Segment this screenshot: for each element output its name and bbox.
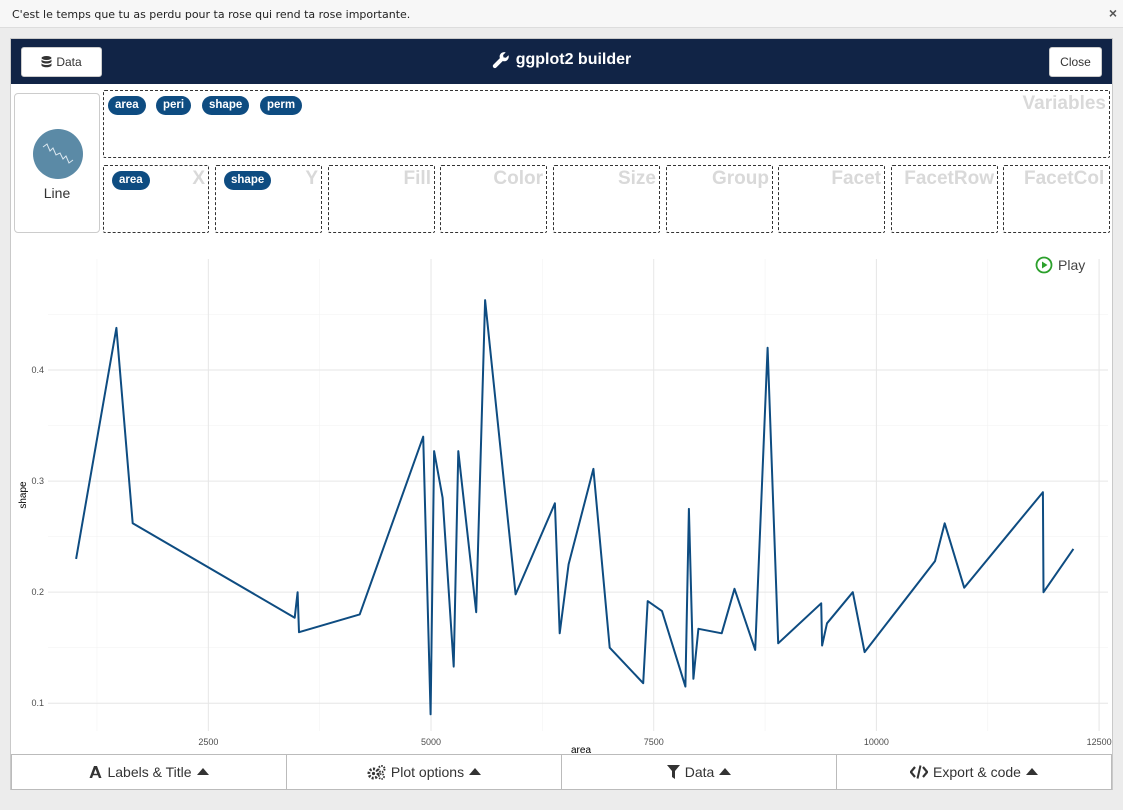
caret-up-icon [196, 768, 209, 775]
dropzone-facetcol-label: FacetCol [1024, 168, 1105, 189]
line-chart-icon [33, 129, 83, 179]
x-tick-label: 10000 [864, 737, 889, 747]
dropzone-color[interactable]: Color [440, 165, 547, 233]
line-chart: 2500 5000 7500 10000 12500 0.1 0.2 0.3 0.4 area sh… [18, 259, 1112, 753]
y-badge-shape[interactable]: shape [224, 171, 272, 190]
x-tick-label: 2500 [198, 737, 218, 747]
x-axis-title: area [571, 745, 591, 753]
geom-selector[interactable]: Line [14, 93, 100, 233]
dropzone-facet[interactable]: Facet [778, 165, 885, 233]
dropzone-facet-label: Facet [831, 168, 881, 189]
x-badge-area[interactable]: area [112, 171, 150, 190]
variables-dropzone[interactable]: Variables area peri shape perm [103, 90, 1110, 158]
variable-badge-shape[interactable]: shape [202, 96, 250, 115]
plot-options-label: Plot options [390, 764, 465, 780]
notification-text: C'est le temps que tu as perdu pour ta r… [12, 8, 411, 21]
code-icon [910, 765, 929, 779]
play-label: Play [1058, 257, 1086, 273]
data-button[interactable]: Data [21, 47, 102, 77]
dropzone-fill-label: Fill [403, 168, 431, 189]
wrench-icon [492, 52, 509, 69]
close-button[interactable]: Close [1049, 47, 1102, 77]
variable-badge-perm[interactable]: perm [260, 96, 303, 115]
dropzone-group-label: Group [712, 168, 769, 189]
play-icon [1035, 256, 1053, 274]
dropzone-x[interactable]: X area [103, 165, 209, 233]
labels-title-label: Labels & Title [107, 764, 192, 780]
x-tick-label: 7500 [644, 737, 664, 747]
export-code-button[interactable]: Export & code [837, 754, 1112, 790]
dropzone-size-label: Size [617, 168, 656, 189]
caret-up-icon [1025, 768, 1038, 775]
font-icon [89, 766, 102, 778]
variable-badge-area[interactable]: area [108, 96, 146, 115]
footer-toolbar: Labels & Title Plot options Data Export … [11, 754, 1112, 790]
variables-label: Variables [1022, 93, 1106, 114]
ggplot-builder-modal: Data ggplot2 builder Close Line Variable… [10, 38, 1113, 790]
dropzone-y[interactable]: Y shape [215, 165, 322, 233]
y-axis-title: shape [18, 481, 29, 509]
dropzone-facetrow[interactable]: FacetRow [891, 165, 998, 233]
title-text: ggplot2 builder [515, 51, 632, 68]
filter-icon [666, 765, 680, 779]
dropzone-group[interactable]: Group [666, 165, 773, 233]
data-filter-button[interactable]: Data [562, 754, 837, 790]
modal-header: Data ggplot2 builder Close [11, 39, 1112, 84]
database-icon [41, 56, 52, 68]
y-tick-label: 0.4 [31, 365, 44, 375]
dropzone-fill[interactable]: Fill [328, 165, 435, 233]
caret-up-icon [469, 768, 482, 775]
play-button[interactable]: Play [1035, 256, 1085, 274]
dropzone-facetrow-label: FacetRow [904, 168, 994, 189]
y-tick-label: 0.1 [31, 698, 44, 708]
dropzone-color-label: Color [493, 168, 543, 189]
dropzone-y-label: Y [305, 168, 318, 189]
dropzone-x-label: X [192, 168, 205, 189]
variable-badge-peri[interactable]: peri [156, 96, 192, 115]
caret-up-icon [719, 768, 732, 775]
x-tick-label: 12500 [1087, 737, 1112, 747]
y-tick-label: 0.2 [31, 587, 44, 597]
export-code-label: Export & code [933, 764, 1021, 780]
y-tick-label: 0.3 [31, 476, 44, 486]
plot-options-button[interactable]: Plot options [287, 754, 562, 790]
notification-bar: C'est le temps que tu as perdu pour ta r… [0, 0, 1123, 28]
x-tick-label: 5000 [421, 737, 441, 747]
series-line-shape [75, 299, 1075, 716]
cogs-icon [367, 764, 386, 780]
dropzone-size[interactable]: Size [553, 165, 660, 233]
close-icon[interactable]: × [1108, 5, 1117, 21]
labels-title-button[interactable]: Labels & Title [11, 754, 287, 790]
geom-label: Line [43, 185, 71, 201]
dropzone-facetcol[interactable]: FacetCol [1003, 165, 1110, 233]
data-button-label: Data [56, 55, 82, 69]
data-filter-label: Data [684, 764, 715, 780]
modal-title: ggplot2 builder [11, 51, 1112, 69]
